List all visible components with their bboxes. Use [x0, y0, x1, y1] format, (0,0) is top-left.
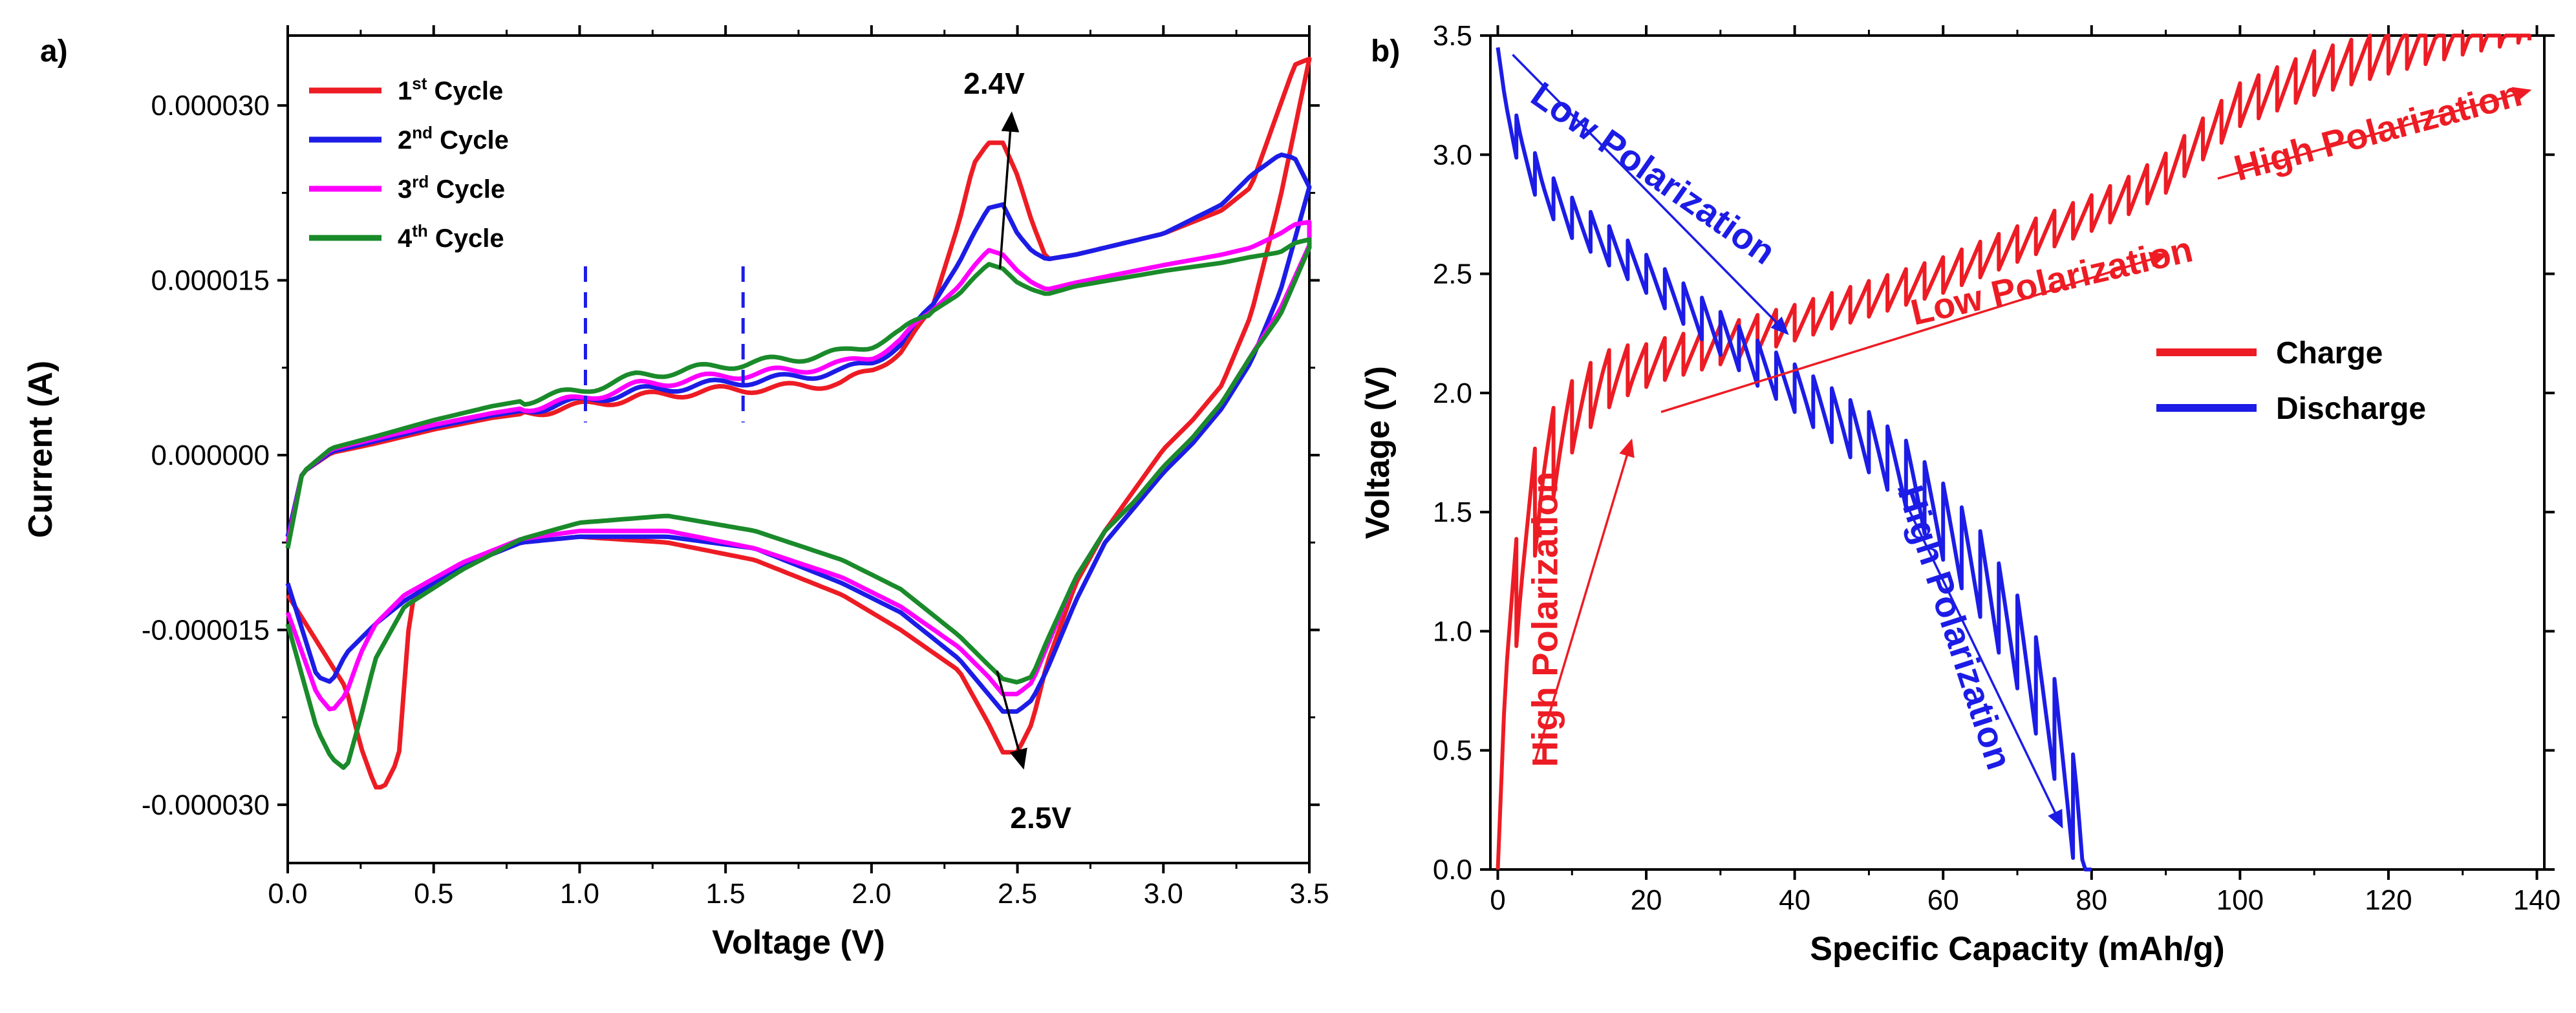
legend-entry: 2nd Cycle — [398, 123, 509, 155]
x-tick-label: 120 — [2365, 884, 2412, 916]
y-axis-title: Voltage (V) — [1359, 366, 1397, 539]
panel-label-a: a) — [40, 34, 68, 69]
series-line-4th — [285, 237, 1312, 770]
plot-frame — [286, 34, 1311, 864]
x-tick-label: 3.0 — [1144, 878, 1183, 910]
series-line-3rd — [285, 220, 1312, 712]
legend-entry: Discharge — [2276, 392, 2426, 426]
y-tick-label: 2.0 — [1433, 378, 1472, 409]
x-tick-label: 0 — [1490, 884, 1505, 916]
y-tick-label: 0.5 — [1433, 735, 1472, 767]
gitt-chart: 0 20 40 60 80 100 120 140 0.0 0.5 1.0 1.5 2.0 2.5 3.0 3… — [1359, 20, 2560, 968]
x-tick-label: 60 — [1927, 884, 1959, 916]
x-tick-label: 100 — [2216, 884, 2264, 916]
x-tick-label: 0.0 — [268, 878, 307, 910]
legend-entry: 1st Cycle — [398, 74, 503, 105]
y-tick-label: 3.0 — [1433, 139, 1472, 171]
y-tick-label: 1.5 — [1433, 496, 1472, 528]
x-tick-label: 80 — [2076, 884, 2107, 916]
y-tick-label: -0.000015 — [142, 614, 270, 646]
annotation-label: High Polarization — [1524, 471, 1565, 767]
series-line-charge — [1496, 34, 2531, 870]
legend-entry: 4th Cycle — [398, 221, 504, 253]
x-tick-label: 20 — [1631, 884, 1662, 916]
x-tick-label: 40 — [1779, 884, 1810, 916]
annotation-label: High Polarization — [2229, 72, 2526, 188]
y-tick-label: 1.0 — [1433, 615, 1472, 647]
y-axis-title: Current (A) — [22, 361, 59, 538]
annotation-arrow — [1897, 487, 2063, 829]
annotation-arrow — [998, 111, 1020, 269]
y-tick-label: 0.0 — [1433, 854, 1472, 886]
series-line-discharge — [1496, 47, 2092, 871]
x-tick-label: 140 — [2513, 884, 2560, 916]
x-tick-label: 0.5 — [414, 878, 453, 910]
y-tick-label: -0.000030 — [142, 789, 270, 821]
panel-label-b: b) — [1371, 34, 1400, 69]
y-tick-label: 3.5 — [1433, 20, 1472, 52]
legend: 1st Cycle 2nd Cycle 3rd Cycle 4th Cycle — [309, 74, 509, 253]
x-axis-title: Voltage (V) — [712, 924, 885, 961]
annotation-arrow — [1512, 54, 1789, 336]
x-tick-label: 3.5 — [1289, 878, 1329, 910]
annotation-arrow — [1534, 438, 1635, 763]
y-tick-label: 0.000030 — [151, 90, 270, 122]
cv-chart: 0.0 0.5 1.0 1.5 2.0 2.5 3.0 3.5 0.000030 0.000015… — [22, 25, 1329, 961]
series-line-2nd — [285, 152, 1312, 714]
y-tick-label: 0.000015 — [151, 265, 270, 297]
legend-entry: Charge — [2276, 336, 2383, 370]
y-tick-label: 2.5 — [1433, 259, 1472, 290]
legend-entry: 3rd Cycle — [398, 172, 505, 204]
annotation-arrow — [2217, 87, 2532, 180]
annotation-arrow — [1660, 251, 2168, 414]
x-tick-label: 1.0 — [560, 878, 599, 910]
x-tick-label: 2.5 — [998, 878, 1037, 910]
x-axis-title: Specific Capacity (mAh/g) — [1810, 930, 2224, 968]
series-line-1st — [285, 56, 1312, 790]
annotation-label: 2.4V — [963, 67, 1025, 100]
legend: Charge Discharge — [2156, 336, 2426, 426]
y-tick-label: 0.000000 — [151, 440, 270, 471]
annotation-label: Low Polarization — [1524, 74, 1783, 272]
x-tick-label: 1.5 — [706, 878, 746, 910]
x-tick-label: 2.0 — [852, 878, 891, 910]
annotation-label: 2.5V — [1010, 801, 1071, 835]
annotation-arrow — [996, 670, 1027, 770]
